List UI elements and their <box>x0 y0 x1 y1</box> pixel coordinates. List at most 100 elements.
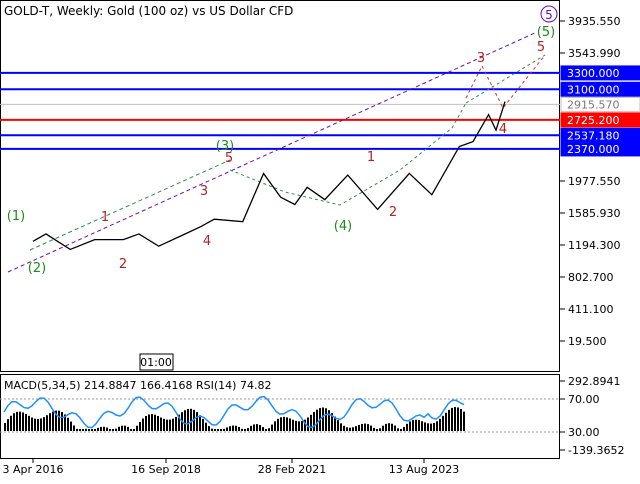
macd-bar <box>460 409 462 431</box>
macd-bar <box>331 413 333 431</box>
macd-bar <box>202 418 204 431</box>
macd-bar <box>157 415 159 431</box>
macd-bar <box>136 425 138 431</box>
macd-bar <box>250 425 252 431</box>
x-tick-label: 13 Aug 2023 <box>389 463 459 476</box>
macd-bar <box>229 426 231 431</box>
macd-bar <box>28 415 30 431</box>
macd-bar <box>118 426 120 431</box>
macd-bar <box>115 428 117 431</box>
macd-bar <box>112 429 114 431</box>
macd-bar <box>58 410 60 431</box>
macd-bar <box>328 410 330 431</box>
macd-bar <box>373 427 375 431</box>
macd-bar <box>274 421 276 431</box>
macd-bar <box>418 420 420 431</box>
macd-bar <box>184 410 186 431</box>
macd-bar <box>151 414 153 431</box>
macd-bar <box>121 425 123 431</box>
wave-label-red: 4 <box>499 122 507 137</box>
macd-bar <box>61 412 63 431</box>
macd-bar <box>82 429 84 431</box>
macd-bar <box>178 414 180 431</box>
wave-label-green: (1) <box>7 209 25 224</box>
macd-bar <box>91 429 93 431</box>
macd-bar <box>208 426 210 431</box>
macd-bar <box>391 423 393 431</box>
price-level-badge <box>560 112 640 128</box>
indicator-tick-label: -139.3652 <box>568 444 624 457</box>
macd-bar <box>7 419 9 431</box>
macd-bar <box>223 428 225 431</box>
macd-bar <box>346 427 348 431</box>
macd-bar <box>106 427 108 431</box>
macd-bar <box>196 412 198 431</box>
macd-bar <box>367 424 369 431</box>
macd-bar <box>421 421 423 431</box>
macd-bar <box>286 417 288 431</box>
x-tick-label: 28 Feb 2021 <box>258 463 326 476</box>
macd-bar <box>424 422 426 431</box>
macd-bar <box>400 429 402 431</box>
wave-label-green: (2) <box>28 261 46 276</box>
macd-bar <box>133 429 135 431</box>
macd-bar <box>10 415 12 431</box>
macd-bar <box>445 412 447 431</box>
indicator-tick-label: 70.00 <box>568 393 600 406</box>
price-tick-label: 411.100 <box>568 303 614 316</box>
macd-bar <box>304 419 306 431</box>
time-marker-label: 01:00 <box>140 356 172 369</box>
macd-bar <box>334 416 336 431</box>
price-tick-label: 1585.930 <box>568 207 621 220</box>
price-tick-label: 3543.990 <box>568 47 621 60</box>
price-tick-label: 3935.550 <box>568 15 621 28</box>
macd-bar <box>235 425 237 431</box>
wave-label-red: 3 <box>477 51 485 66</box>
macd-bar <box>193 409 195 431</box>
macd-bar <box>13 413 15 431</box>
indicator-tick-label: 292.8941 <box>568 375 621 388</box>
macd-bar <box>385 423 387 431</box>
macd-bar <box>130 429 132 431</box>
macd-bar <box>265 429 267 431</box>
macd-bar <box>145 415 147 431</box>
macd-bar <box>40 418 42 431</box>
time-marker-box <box>139 353 174 371</box>
macd-bar <box>19 411 21 431</box>
macd-bar <box>433 422 435 431</box>
macd-bar <box>277 418 279 431</box>
wave-label-red: 3 <box>200 184 208 199</box>
price-level-label: 2915.570 <box>567 98 620 111</box>
wave-projection-red <box>465 54 546 109</box>
macd-bar <box>310 414 312 431</box>
macd-bar <box>205 422 207 431</box>
x-tick-label: 3 Apr 2016 <box>2 463 63 476</box>
price-level-label: 3300.000 <box>567 67 620 80</box>
price-tick-label: 1194.300 <box>568 239 621 252</box>
wave-label-red: 4 <box>203 234 211 249</box>
macd-bar <box>238 426 240 431</box>
macd-bar <box>85 428 87 431</box>
macd-bar <box>220 429 222 431</box>
macd-bar <box>451 407 453 431</box>
macd-bar <box>292 419 294 431</box>
macd-bar <box>97 427 99 431</box>
price-tick-label: 19.500 <box>568 335 607 348</box>
macd-bar <box>103 426 105 431</box>
price-level-label: 2725.200 <box>567 114 620 127</box>
macd-bar <box>34 418 36 431</box>
macd-bar <box>382 425 384 431</box>
macd-bar <box>403 426 405 431</box>
channel-line-purple <box>7 31 538 273</box>
price-level-label: 2370.000 <box>567 143 620 156</box>
wave-label-purple: 5 <box>545 8 553 22</box>
macd-bar <box>271 424 273 431</box>
macd-bar <box>52 411 54 431</box>
indicator-tick-label: 30.00 <box>568 426 600 439</box>
macd-bar <box>376 429 378 431</box>
macd-bar <box>313 412 315 431</box>
macd-bar <box>280 417 282 431</box>
wave-label-red: 1 <box>367 150 375 165</box>
macd-bar <box>226 427 228 431</box>
